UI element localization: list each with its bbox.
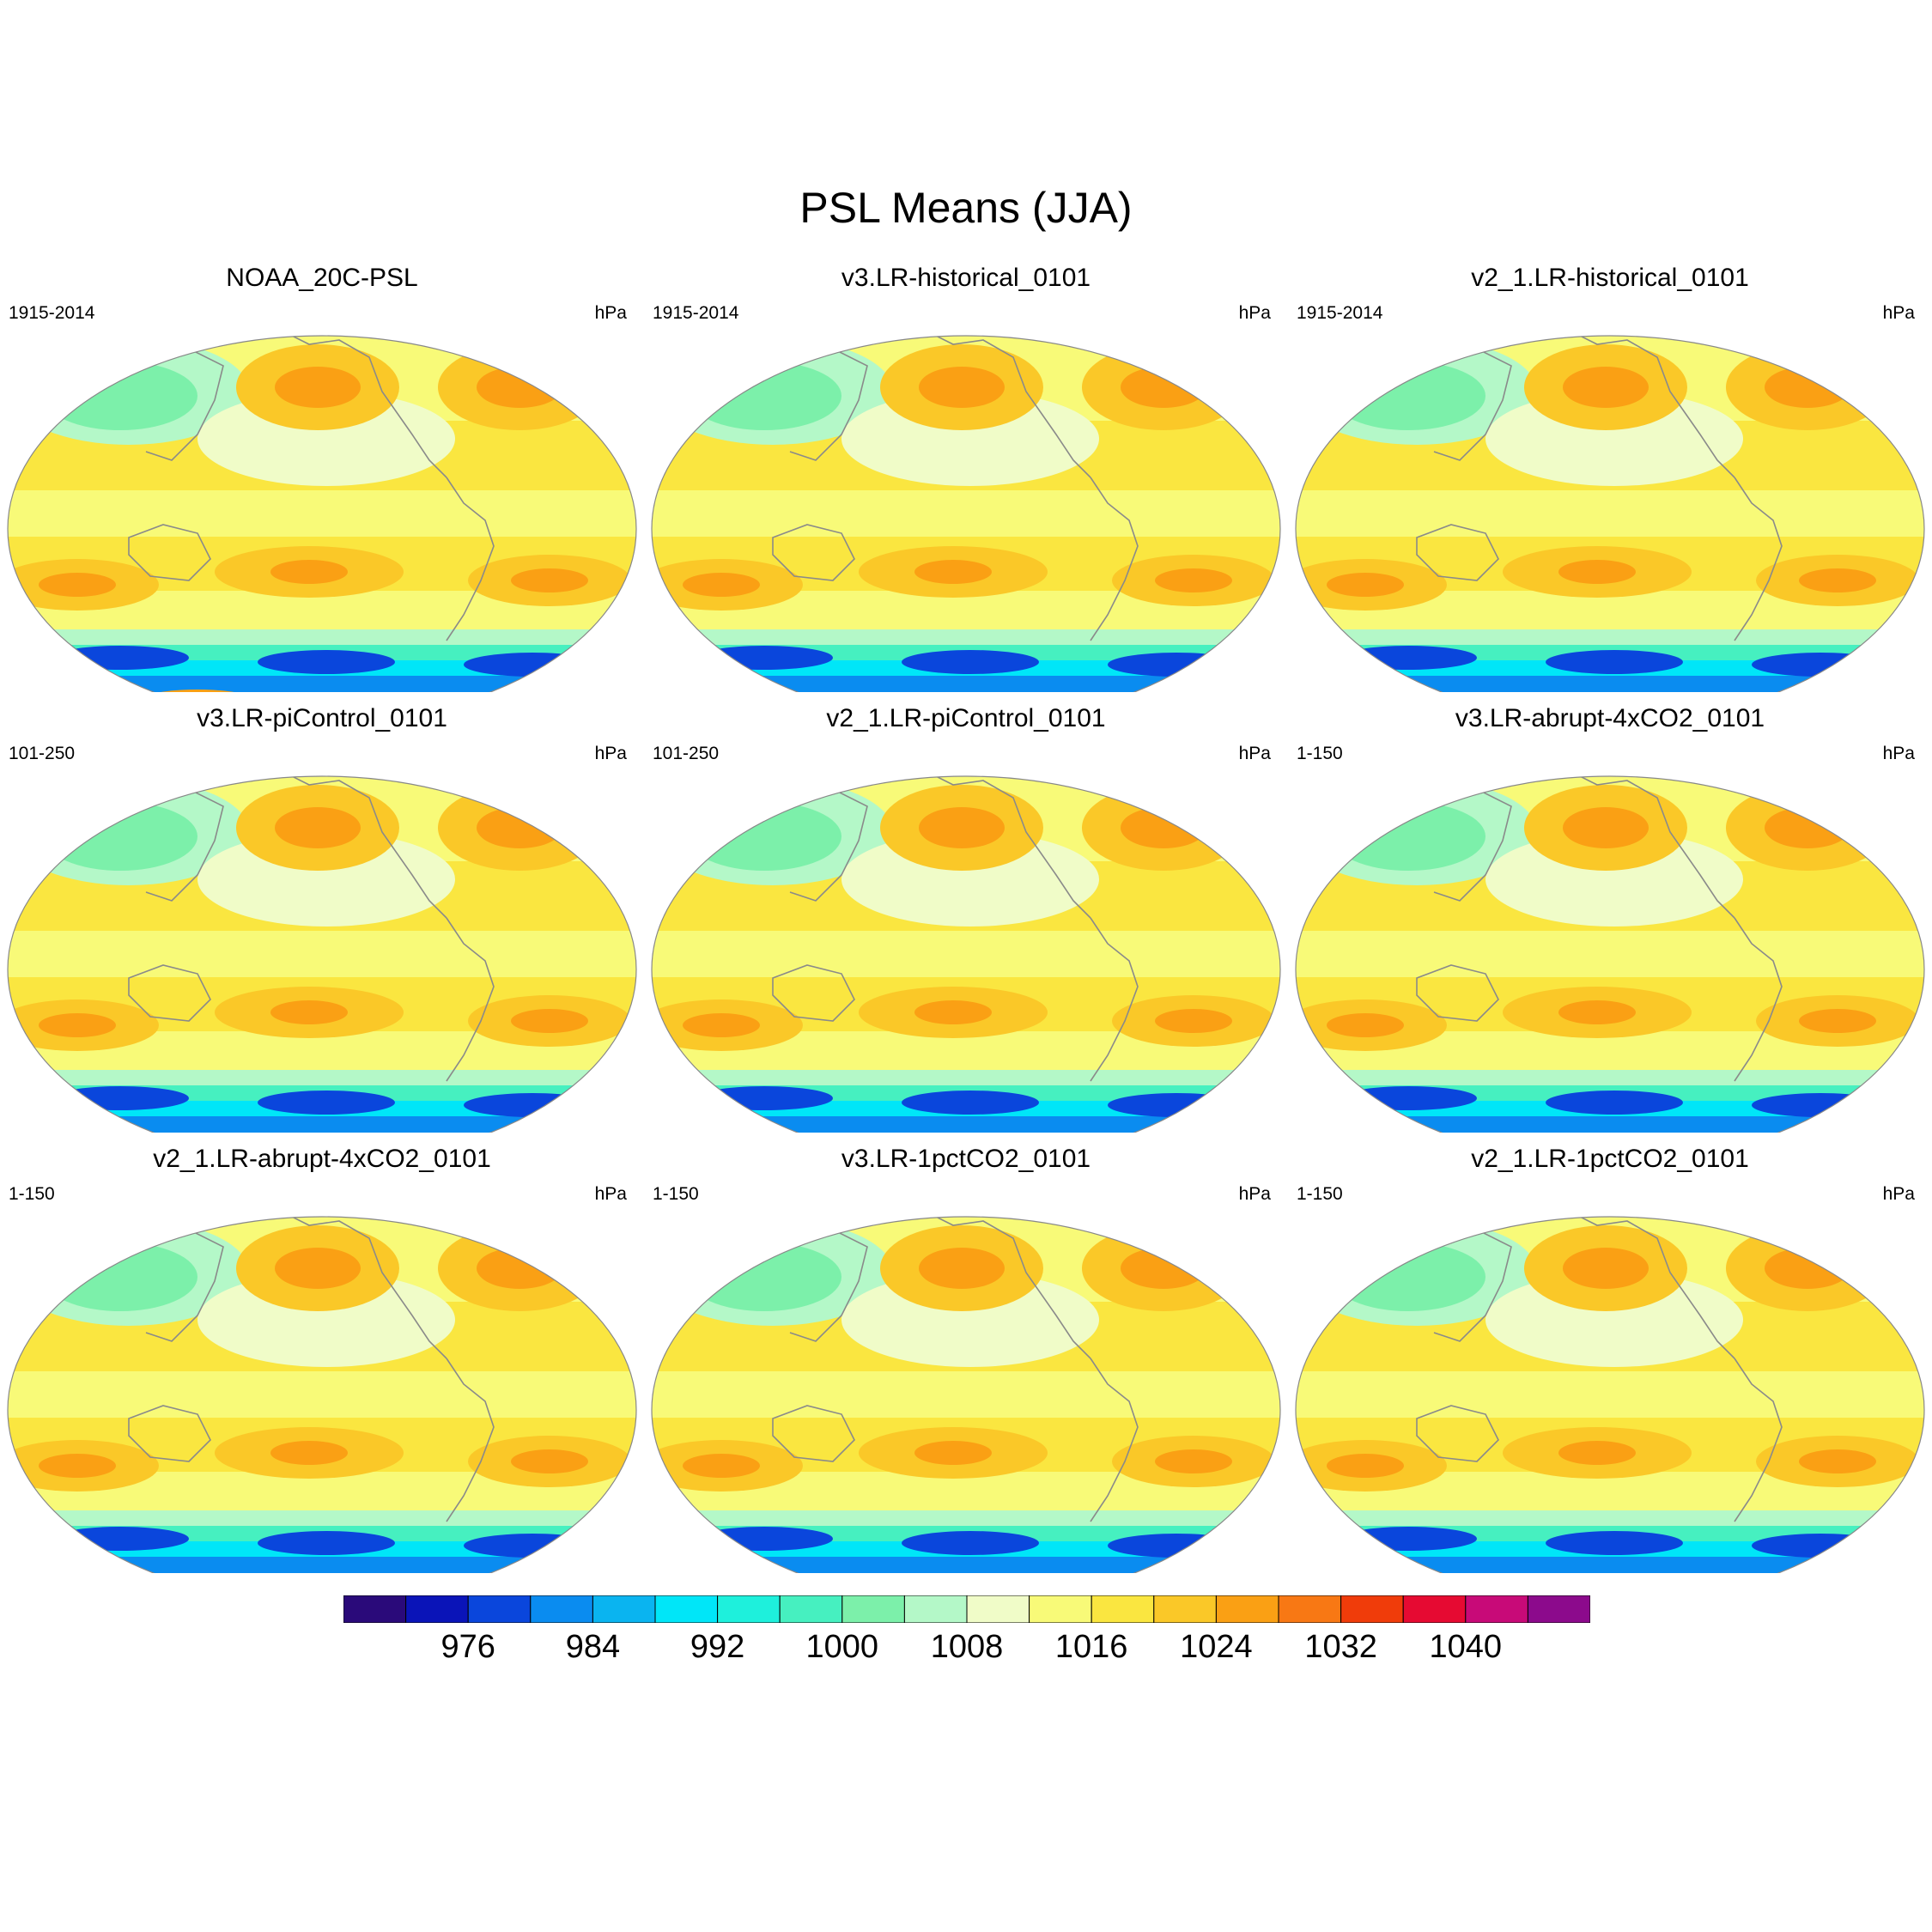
map-plot — [7, 335, 637, 692]
panel-units: hPa — [1238, 303, 1271, 323]
colorbar-label: 1040 — [1429, 1629, 1503, 1665]
panel-title: v3.LR-historical_0101 — [841, 264, 1091, 292]
map-plot — [1295, 1216, 1925, 1573]
colorbar-label: 1000 — [805, 1629, 879, 1665]
panel-title: v2_1.LR-historical_0101 — [1471, 264, 1749, 292]
panel-period: 1915-2014 — [9, 303, 95, 323]
map-panel: v2_1.LR-piControl_0101 101-250 hPa — [644, 703, 1288, 1133]
colorbar-label: 1032 — [1304, 1629, 1377, 1665]
map-plot — [651, 1216, 1281, 1573]
map-panel: v3.LR-piControl_0101 101-250 hPa — [0, 703, 644, 1133]
map-panel: v3.LR-1pctCO2_0101 1-150 hPa — [644, 1144, 1288, 1573]
colorbar-segment — [966, 1595, 1030, 1623]
colorbar-segment — [1402, 1595, 1467, 1623]
colorbar-segment — [405, 1595, 469, 1623]
panel-units: hPa — [1882, 1184, 1915, 1204]
panel-units: hPa — [594, 1184, 627, 1204]
panel-period: 1-150 — [1297, 744, 1343, 763]
colorbar-label: 1024 — [1180, 1629, 1253, 1665]
colorbar-segment — [1029, 1595, 1092, 1623]
colorbar — [343, 1595, 1590, 1623]
page-title: PSL Means (JJA) — [799, 184, 1133, 232]
panel-units: hPa — [1238, 744, 1271, 763]
colorbar-segment — [779, 1595, 843, 1623]
panel-title: v3.LR-abrupt-4xCO2_0101 — [1455, 704, 1765, 732]
colorbar-segment — [1091, 1595, 1155, 1623]
panel-title: v2_1.LR-1pctCO2_0101 — [1471, 1145, 1749, 1173]
panel-period: 1-150 — [653, 1184, 699, 1204]
panel-title: v3.LR-1pctCO2_0101 — [841, 1145, 1091, 1173]
panel-period: 1-150 — [1297, 1184, 1343, 1204]
colorbar-segment — [343, 1595, 407, 1623]
colorbar-segment — [841, 1595, 905, 1623]
map-panel: v3.LR-abrupt-4xCO2_0101 1-150 hPa — [1288, 703, 1932, 1133]
panel-title: NOAA_20C-PSL — [226, 264, 418, 292]
colorbar-segment — [903, 1595, 968, 1623]
colorbar-segment — [1278, 1595, 1342, 1623]
panel-units: hPa — [1882, 303, 1915, 323]
panel-period: 1915-2014 — [653, 303, 739, 323]
colorbar-segment — [467, 1595, 532, 1623]
map-panel: v2_1.LR-1pctCO2_0101 1-150 hPa — [1288, 1144, 1932, 1573]
map-plot — [1295, 775, 1925, 1133]
colorbar-label: 976 — [440, 1629, 495, 1665]
panel-units: hPa — [594, 744, 627, 763]
panel-period: 101-250 — [9, 744, 76, 763]
panel-title: v3.LR-piControl_0101 — [197, 704, 447, 732]
colorbar-label: 992 — [690, 1629, 745, 1665]
colorbar-segment — [530, 1595, 593, 1623]
map-plot — [651, 335, 1281, 692]
map-plot — [651, 775, 1281, 1133]
map-plot — [1295, 335, 1925, 692]
panel-period: 101-250 — [653, 744, 720, 763]
colorbar-label: 1008 — [930, 1629, 1004, 1665]
map-plot — [7, 775, 637, 1133]
panel-title: v2_1.LR-abrupt-4xCO2_0101 — [153, 1145, 491, 1173]
panel-period: 1915-2014 — [1297, 303, 1383, 323]
colorbar-segment — [1153, 1595, 1217, 1623]
map-panel: v3.LR-historical_0101 1915-2014 hPa — [644, 263, 1288, 692]
panel-units: hPa — [1238, 1184, 1271, 1204]
colorbar-label: 1016 — [1054, 1629, 1128, 1665]
panel-units: hPa — [1882, 744, 1915, 763]
colorbar-segment — [717, 1595, 781, 1623]
colorbar-segment — [654, 1595, 719, 1623]
map-panel: NOAA_20C-PSL 1915-2014 hPa — [0, 263, 644, 692]
map-panel: v2_1.LR-abrupt-4xCO2_0101 1-150 hPa — [0, 1144, 644, 1573]
map-plot — [7, 1216, 637, 1573]
colorbar-segment — [1215, 1595, 1279, 1623]
colorbar-segment — [1340, 1595, 1404, 1623]
map-panel: v2_1.LR-historical_0101 1915-2014 hPa — [1288, 263, 1932, 692]
colorbar-label: 984 — [565, 1629, 621, 1665]
panel-units: hPa — [594, 303, 627, 323]
colorbar-segment — [1465, 1595, 1528, 1623]
colorbar-segment — [592, 1595, 656, 1623]
panel-title: v2_1.LR-piControl_0101 — [826, 704, 1106, 732]
panel-period: 1-150 — [9, 1184, 55, 1204]
colorbar-segment — [1527, 1595, 1590, 1623]
